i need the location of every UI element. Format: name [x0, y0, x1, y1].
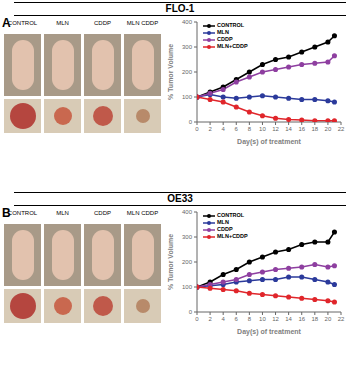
svg-text:4: 4 — [222, 126, 226, 132]
svg-text:2: 2 — [208, 316, 212, 322]
html-text:CONTROL: CONTROL — [7, 20, 38, 26]
svg-text:0: 0 — [195, 126, 199, 132]
html-text:CDDP: CDDP — [94, 20, 111, 26]
svg-text:12: 12 — [272, 316, 279, 322]
svg-text:18: 18 — [311, 126, 318, 132]
svg-text:400: 400 — [182, 19, 193, 25]
svg-text:0: 0 — [189, 309, 193, 315]
html-text:MLN CDDP: MLN CDDP — [126, 210, 159, 216]
html-text:MLN: MLN — [56, 20, 69, 26]
svg-text:0: 0 — [195, 316, 199, 322]
html-text:CONTROL: CONTROL — [7, 210, 38, 216]
svg-text:8: 8 — [248, 126, 252, 132]
svg-text:10: 10 — [259, 126, 266, 132]
html-text:MLN: MLN — [217, 219, 229, 225]
svg-text:2: 2 — [208, 126, 212, 132]
svg-text:200: 200 — [182, 259, 193, 265]
html-text:MLN: MLN — [217, 29, 229, 35]
svg-text:10: 10 — [259, 316, 266, 322]
svg-text:100: 100 — [182, 94, 193, 100]
svg-text:% Tumor Volume: % Tumor Volume — [167, 44, 174, 100]
svg-text:100: 100 — [182, 284, 193, 290]
svg-text:Day(s) of treatment: Day(s) of treatment — [237, 328, 301, 336]
svg-text:300: 300 — [182, 44, 193, 50]
html-text:OE33: OE33 — [167, 193, 193, 204]
html-text:CONTROL: CONTROL — [217, 22, 245, 28]
svg-text:400: 400 — [182, 209, 193, 215]
svg-text:300: 300 — [182, 234, 193, 240]
html-text:MLN+CDDP: MLN+CDDP — [217, 233, 248, 239]
html-text:CDDP: CDDP — [217, 36, 233, 42]
svg-text:6: 6 — [235, 316, 239, 322]
html-text:CONTROL: CONTROL — [217, 212, 245, 218]
svg-text:22: 22 — [338, 126, 345, 132]
svg-text:14: 14 — [285, 316, 292, 322]
svg-text:16: 16 — [298, 316, 305, 322]
html-text:B: B — [2, 206, 11, 220]
svg-text:12: 12 — [272, 126, 279, 132]
svg-text:4: 4 — [222, 316, 226, 322]
svg-text:8: 8 — [248, 316, 252, 322]
svg-text:20: 20 — [325, 316, 332, 322]
html-text:FLO-1: FLO-1 — [165, 3, 195, 14]
svg-text:0: 0 — [189, 119, 193, 125]
svg-text:20: 20 — [325, 126, 332, 132]
svg-text:% Tumor Volume: % Tumor Volume — [167, 234, 174, 290]
html-text:A: A — [2, 16, 11, 30]
svg-text:16: 16 — [298, 126, 305, 132]
html-text:MLN: MLN — [56, 210, 69, 216]
html-text:CDDP: CDDP — [217, 226, 233, 232]
html-text:MLN CDDP: MLN CDDP — [126, 20, 159, 26]
svg-text:22: 22 — [338, 316, 345, 322]
html-text:CDDP: CDDP — [94, 210, 111, 216]
svg-text:200: 200 — [182, 69, 193, 75]
svg-text:18: 18 — [311, 316, 318, 322]
svg-text:6: 6 — [235, 126, 239, 132]
svg-text:14: 14 — [285, 126, 292, 132]
html-text:MLN+CDDP: MLN+CDDP — [217, 43, 248, 49]
svg-text:Day(s) of treatment: Day(s) of treatment — [237, 138, 301, 146]
